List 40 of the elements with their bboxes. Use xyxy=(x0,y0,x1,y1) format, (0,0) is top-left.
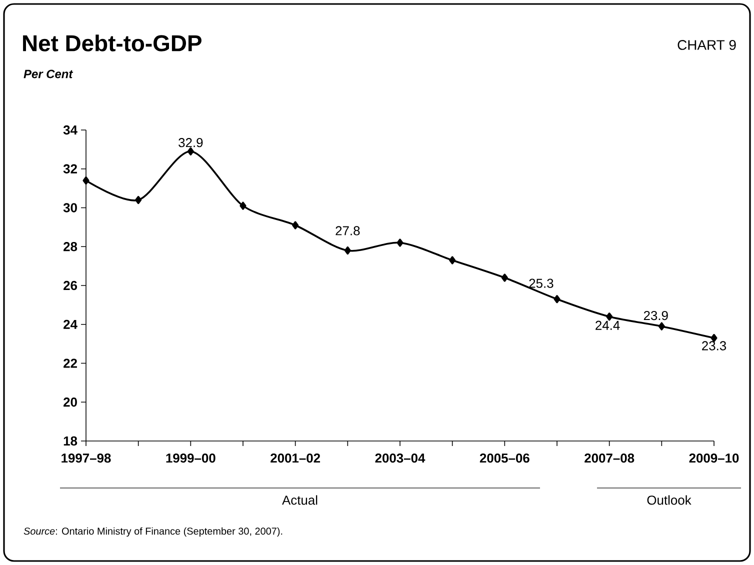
data-label: 27.8 xyxy=(336,226,360,236)
y-tick-label: 18 xyxy=(64,436,78,446)
text: Outlook xyxy=(647,495,692,505)
point xyxy=(82,176,90,185)
point xyxy=(344,246,351,255)
point xyxy=(187,147,194,156)
data-label: 23.3 xyxy=(702,341,726,350)
y-tick-label: 34 xyxy=(63,125,78,135)
y-tick-label: 30 xyxy=(63,203,77,212)
y-tick-label: 22 xyxy=(64,358,77,368)
x-tick-label: 2007–08 xyxy=(584,454,634,463)
data-label: 23.9 xyxy=(644,310,668,320)
data-label: 24.4 xyxy=(596,320,620,330)
text: Actual xyxy=(282,495,318,505)
x-tick-label: 2009–10 xyxy=(689,454,739,463)
point xyxy=(449,256,456,264)
chart-title: Net Debt-to-GDP xyxy=(23,34,202,52)
y-tick-label: 28 xyxy=(64,242,78,252)
point xyxy=(658,322,665,330)
point xyxy=(396,238,404,247)
x-tick-label: 1997–98 xyxy=(62,454,111,463)
x-tick-label: 2001–02 xyxy=(270,454,320,463)
y-tick-label: 20 xyxy=(64,398,77,407)
y-axis-title: Per Cent xyxy=(24,70,74,78)
data-label: 32.9 xyxy=(178,138,203,148)
data-label: 25.3 xyxy=(529,278,554,288)
point xyxy=(606,312,613,321)
x-tick-label: 2005–06 xyxy=(480,454,530,463)
point xyxy=(501,274,508,282)
point xyxy=(135,196,142,204)
point xyxy=(292,221,299,230)
x-tick-label: 2003–04 xyxy=(375,454,426,463)
y-tick-label: 32 xyxy=(63,164,77,174)
y-tick-label: 26 xyxy=(64,280,78,290)
text: Source: Ontario Ministry of Finance (September 30, 2007). xyxy=(24,527,282,537)
point xyxy=(240,202,246,210)
caption: CHART 9 xyxy=(678,40,736,50)
y-tick-label: 24 xyxy=(64,320,78,329)
x-tick-label: 1999–00 xyxy=(166,454,216,463)
point xyxy=(554,295,560,304)
